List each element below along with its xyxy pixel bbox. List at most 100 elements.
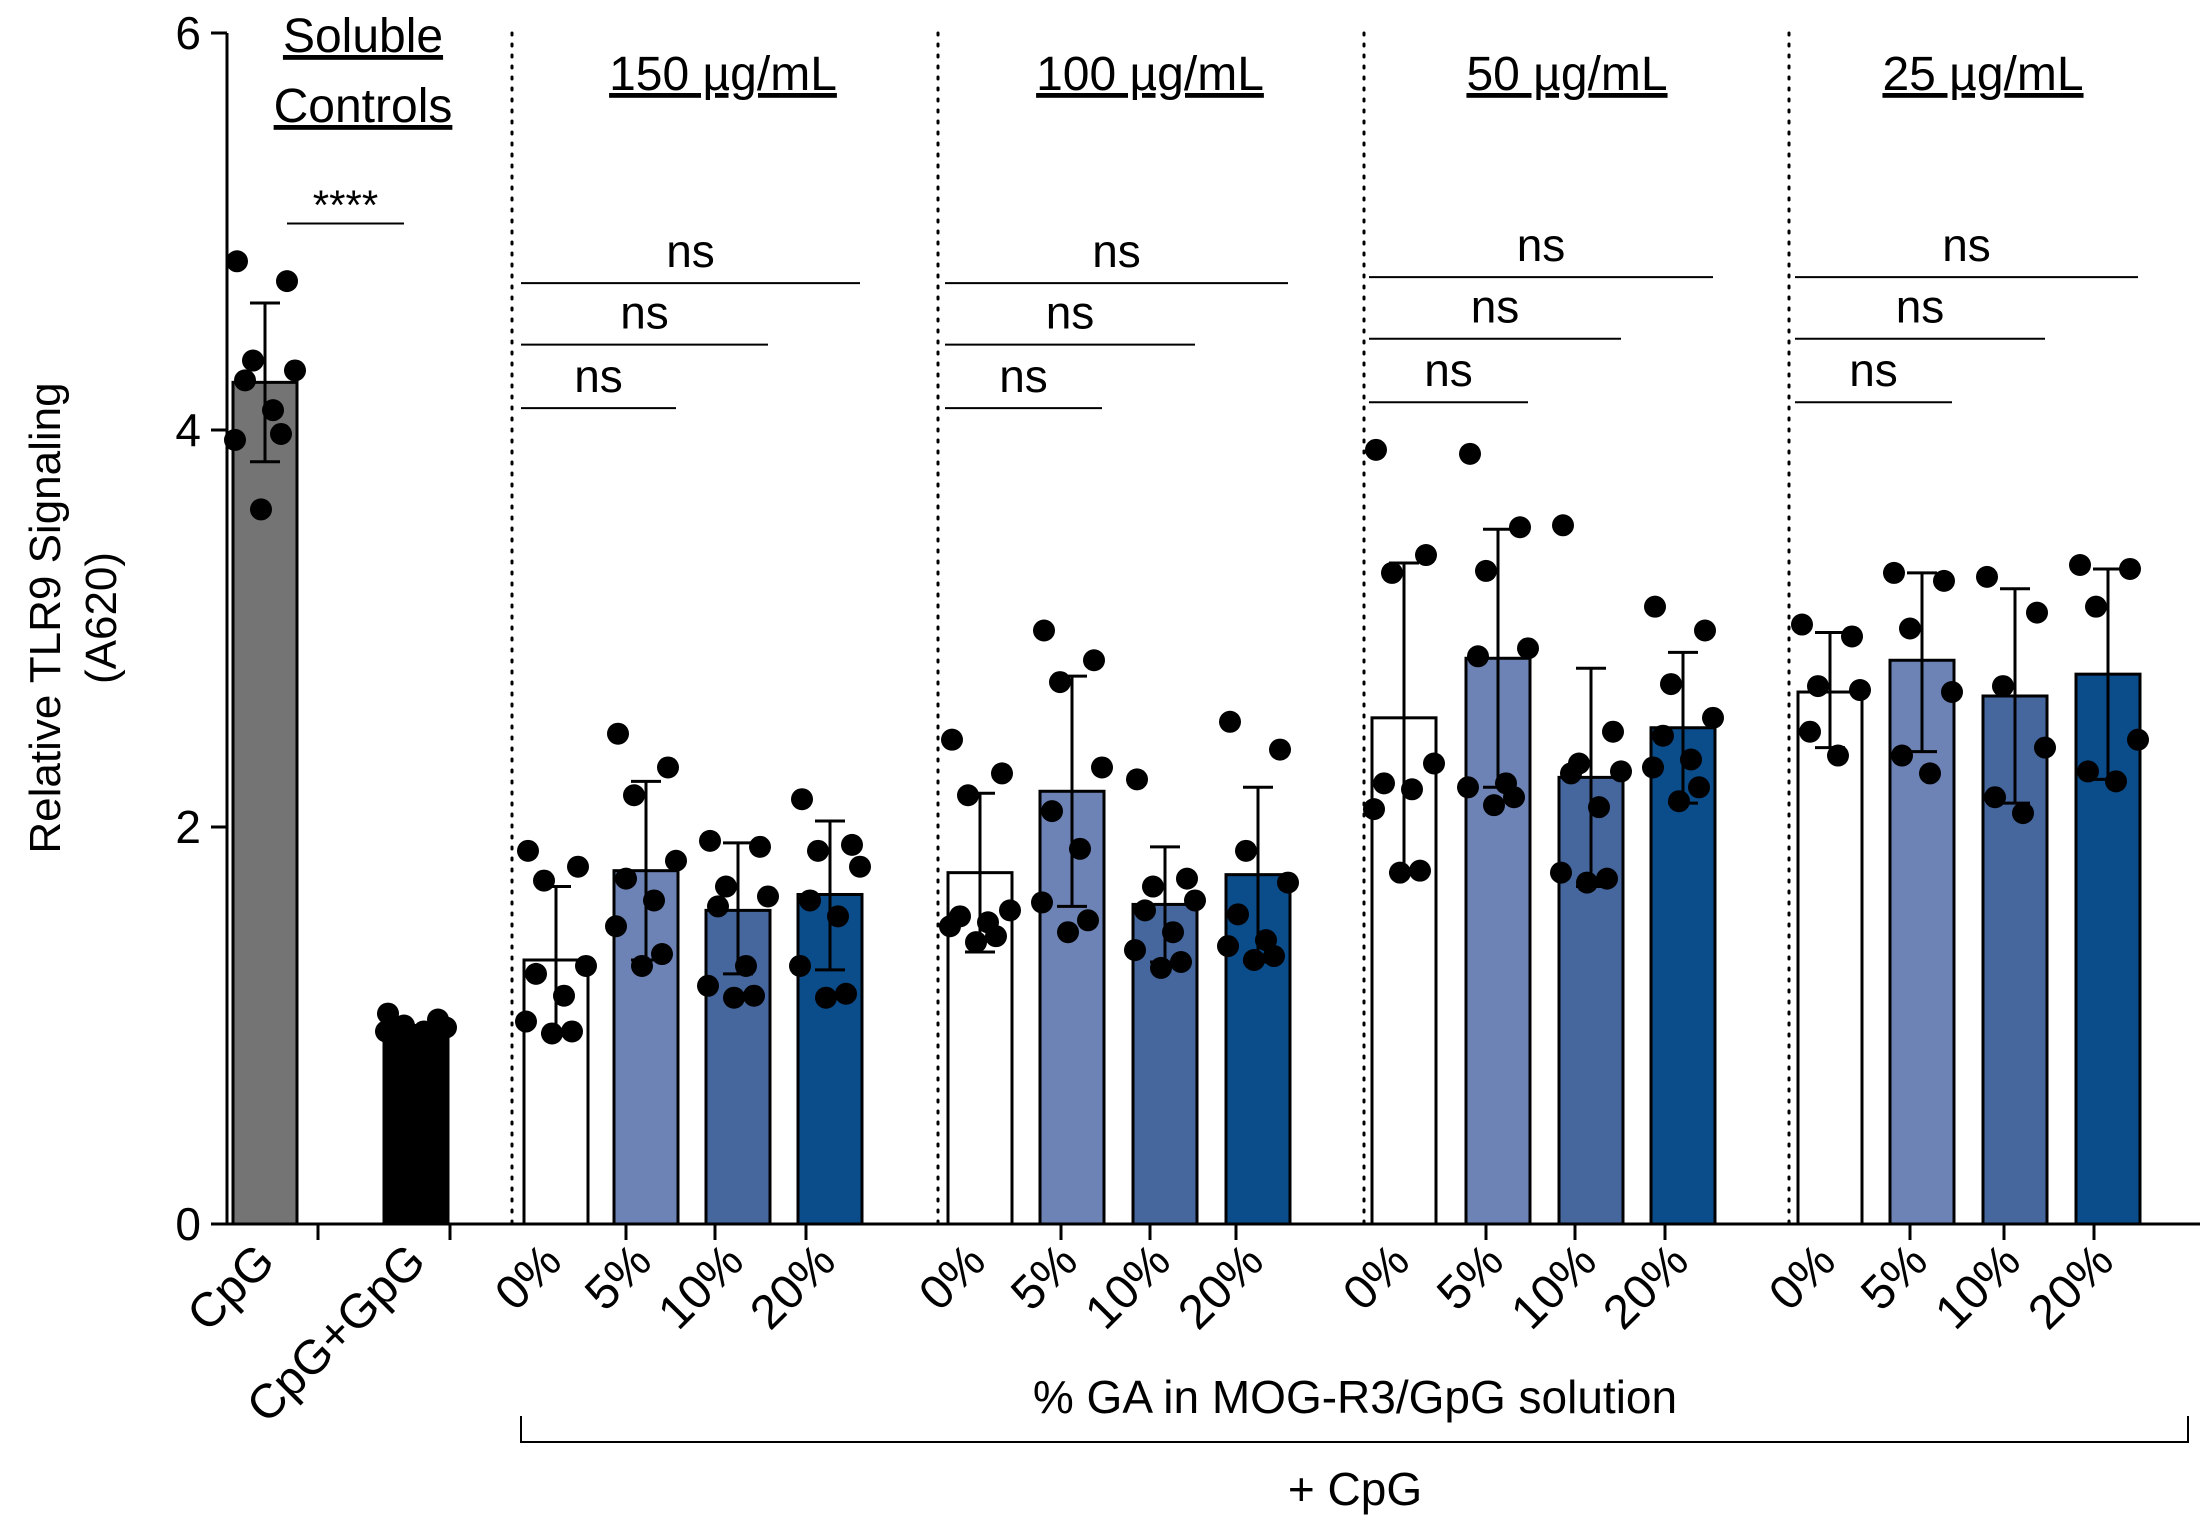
data-point [697,974,719,997]
data-point [1077,909,1099,932]
data-point [1849,679,1871,702]
category-label: 0% [1333,1234,1420,1321]
data-point [2012,802,2034,825]
data-point [1409,859,1431,882]
data-point [1976,565,1998,588]
bar-10% [704,908,772,1226]
category-label: 10% [1925,1234,2030,1339]
bar-0% [1796,690,1864,1226]
cpg-bracket [520,1416,2189,1443]
data-point [561,1020,583,1043]
category-label: 0% [909,1234,996,1321]
cpg-bracket-label: + CpG [1288,1463,1422,1515]
x-axis-title: % GA in MOG-R3/GpG solution [1033,1371,1677,1423]
data-point [1415,544,1437,567]
data-point [276,270,298,293]
data-point [749,835,771,858]
data-point [1807,675,1829,698]
data-point [743,984,765,1007]
data-point [1142,875,1164,898]
group-title: Soluble [283,10,443,63]
y-axis-title: Relative TLR9 Signaling [21,382,70,853]
data-point [1668,790,1690,813]
data-point [1176,867,1198,890]
data-point [1277,871,1299,894]
data-point [807,839,829,862]
data-point [605,915,627,938]
group-title: Controls [274,80,453,133]
data-point [2034,736,2056,759]
data-point [1550,861,1572,884]
data-point [567,855,589,878]
data-point [1363,798,1385,821]
data-point [841,833,863,856]
data-point [651,943,673,966]
data-point [715,875,737,898]
data-point [1033,619,1055,642]
data-point [1162,921,1184,944]
bar-CpG [231,380,299,1226]
data-point [1031,891,1053,914]
data-point [735,954,757,977]
comparison-label: ns [1896,281,1945,333]
category-label: 0% [1759,1234,1846,1321]
data-point [1150,956,1172,979]
category-label: 5% [1427,1234,1514,1321]
data-point [1827,744,1849,767]
data-point [1263,945,1285,968]
comparison-label: ns [999,350,1048,402]
data-point [1401,778,1423,801]
data-point [965,931,987,954]
category-label: 20% [2018,1234,2123,1339]
category-label: 0% [485,1234,572,1321]
data-point [1642,756,1664,779]
data-point [375,1020,397,1043]
significance-annotations: **** ns ns ns ns ns ns ns ns ns ns ns ns [287,182,2189,1443]
data-point [1483,794,1505,817]
data-point [1217,935,1239,958]
y-tick-label: 4 [175,404,201,456]
data-point [1134,899,1156,922]
comparison-label: ns [1942,219,1991,271]
data-point [1219,710,1241,733]
data-point [615,867,637,890]
comparison-label: ns [1046,287,1095,339]
data-point [1552,514,1574,537]
data-point [1602,720,1624,743]
data-point [1365,438,1387,461]
data-point [1841,625,1863,648]
y-tick-label: 2 [175,801,201,853]
data-point [1576,871,1598,894]
category-label: 5% [1851,1234,1938,1321]
data-point [1243,948,1265,971]
comparison-label: ns [1517,219,1566,271]
data-point [1992,675,2014,698]
bar-CpG+GpG [382,1027,450,1226]
data-point [1588,796,1610,819]
data-point [991,762,1013,785]
data-point [1984,786,2006,809]
data-points [224,250,2149,1045]
group-title: 50 µg/mL [1466,48,1667,101]
data-point [789,954,811,977]
data-point [1503,786,1525,809]
data-point [515,1010,537,1033]
data-point [242,349,264,372]
comparison-label: ns [620,287,669,339]
data-point [2069,553,2091,576]
category-label: CpG [178,1234,285,1341]
data-point [1883,561,1905,584]
data-point [985,925,1007,948]
data-point [1941,681,1963,704]
data-point [1475,559,1497,582]
data-point [525,962,547,985]
data-point [1235,839,1257,862]
data-point [1041,800,1063,823]
comparison-label: **** [313,182,378,229]
group-separators [510,31,1791,1226]
y-axis-unit: (A620) [77,552,126,684]
data-point [1057,921,1079,944]
data-point [827,905,849,928]
data-point [541,1022,563,1045]
category-label: 5% [575,1234,662,1321]
